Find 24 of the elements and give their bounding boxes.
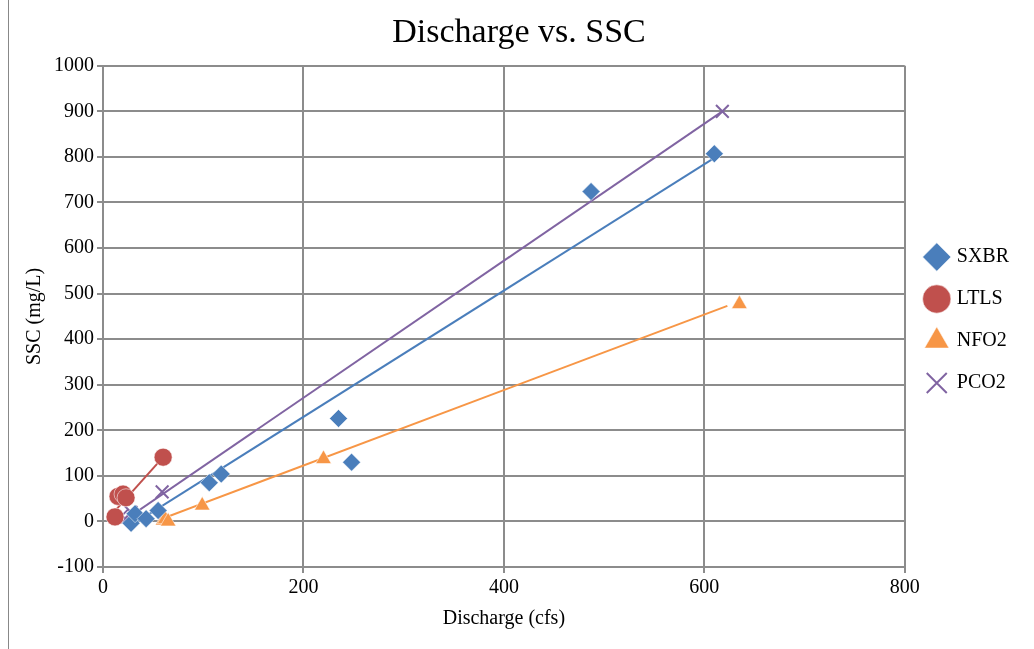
y-tick-label: 200 <box>64 417 94 440</box>
y-tick-label: 400 <box>64 326 94 349</box>
legend-label: SXBR <box>956 244 1010 267</box>
x-tick-label: 200 <box>288 575 319 598</box>
x-axis-title: Discharge (cfs) <box>442 606 566 630</box>
y-tick-label: 100 <box>64 463 94 486</box>
y-tick-label: 600 <box>64 235 94 258</box>
y-tick-label: 300 <box>64 372 94 394</box>
legend-label: LTLS <box>956 286 1003 309</box>
y-tick-label: -100 <box>57 554 94 577</box>
legend-label: PCO2 <box>956 370 1006 393</box>
y-tick-label: 0 <box>84 508 94 531</box>
y-tick-label: 700 <box>64 189 94 212</box>
x-tick-label: 600 <box>689 575 720 598</box>
legend-label: NFO2 <box>956 328 1007 351</box>
x-tick-label: 0 <box>98 575 108 598</box>
y-tick-label: 800 <box>64 144 94 167</box>
y-tick-label: 500 <box>64 280 94 303</box>
y-tick-label: 900 <box>64 98 94 121</box>
x-tick-label: 400 <box>488 575 519 598</box>
y-tick-label: 1000 <box>54 53 94 76</box>
y-axis-title: SSC (mg/L) <box>22 267 46 366</box>
chart-title: Discharge vs. SSC <box>392 12 646 50</box>
x-tick-label: 800 <box>889 575 920 598</box>
